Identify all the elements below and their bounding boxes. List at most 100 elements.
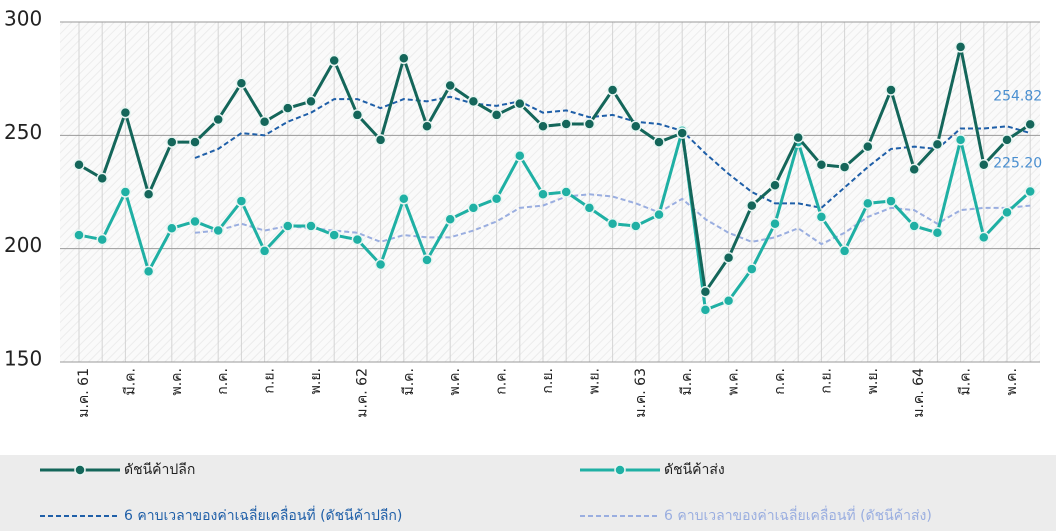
data-point xyxy=(212,224,224,237)
data-point xyxy=(351,233,364,246)
data-point xyxy=(699,285,712,298)
data-point xyxy=(931,227,944,239)
data-point xyxy=(699,304,712,316)
data-point xyxy=(1024,118,1036,131)
data-point xyxy=(490,193,503,205)
series-line xyxy=(194,193,1031,246)
data-point xyxy=(189,215,201,228)
x-tick-label: พ.ย. xyxy=(308,368,324,394)
data-point xyxy=(722,295,735,307)
x-tick-label: พ.ค. xyxy=(447,368,463,396)
data-point xyxy=(328,54,340,67)
data-point xyxy=(583,118,596,130)
legend-label: ดัชนีค้าส่ง xyxy=(664,462,725,478)
legend-marker xyxy=(614,464,626,476)
data-point xyxy=(421,120,433,133)
data-point xyxy=(746,263,758,275)
data-point xyxy=(908,163,920,176)
data-point xyxy=(931,138,944,151)
data-point xyxy=(722,251,735,264)
y-tick-label: 250 xyxy=(4,120,42,144)
plot-area xyxy=(60,22,1040,362)
data-point xyxy=(885,195,897,207)
data-point xyxy=(96,233,108,246)
data-point xyxy=(514,97,526,110)
x-tick-label: พ.ค. xyxy=(1004,368,1020,396)
data-point xyxy=(862,197,874,210)
data-point xyxy=(282,102,294,114)
x-tick-label: มี.ค. xyxy=(958,368,974,396)
data-point xyxy=(444,79,456,92)
x-tick-label: ก.ย. xyxy=(818,368,834,394)
data-point xyxy=(282,220,294,232)
data-point xyxy=(815,211,828,223)
legend-band xyxy=(0,455,1056,531)
data-point xyxy=(73,159,85,171)
data-label: 254.82 xyxy=(993,88,1042,104)
data-point xyxy=(978,159,990,171)
data-point xyxy=(490,109,503,121)
x-tick-label: ม.ค. 63 xyxy=(633,368,649,418)
x-tick-label: พ.ย. xyxy=(865,368,881,394)
x-tick-label: ม.ค. 62 xyxy=(354,368,370,418)
x-tick-label: ก.ย. xyxy=(262,368,278,394)
data-point xyxy=(537,120,549,133)
x-tick-label: พ.ค. xyxy=(726,368,742,396)
data-point xyxy=(560,118,572,130)
x-tick-label: พ.ค. xyxy=(169,368,185,396)
data-point xyxy=(73,229,85,241)
x-tick-label: ก.ย. xyxy=(540,368,556,394)
x-tick-label: ก.ค. xyxy=(215,368,231,395)
data-point xyxy=(166,222,178,235)
data-point xyxy=(954,134,967,146)
data-point xyxy=(653,136,665,148)
data-point xyxy=(374,134,387,146)
data-point xyxy=(119,186,132,198)
data-point xyxy=(235,77,248,89)
data-point xyxy=(1001,206,1013,219)
y-tick-label: 300 xyxy=(4,7,42,31)
data-point xyxy=(467,202,480,214)
data-point xyxy=(235,195,248,207)
data-point xyxy=(328,229,340,241)
data-point xyxy=(351,109,364,121)
data-point xyxy=(908,220,920,232)
data-point xyxy=(537,188,549,201)
series-line xyxy=(194,95,1031,209)
data-point xyxy=(398,52,410,65)
data-point xyxy=(1024,185,1036,198)
data-point xyxy=(258,115,271,128)
x-tick-label: ก.ค. xyxy=(772,368,788,395)
data-point xyxy=(606,84,619,96)
data-point xyxy=(142,265,155,278)
data-point xyxy=(1001,134,1013,146)
legend-label: 6 คาบเวลาของค่าเฉลี่ยเคลื่อนที่ (ดัชนีค้… xyxy=(664,506,932,524)
data-point xyxy=(653,208,665,221)
data-point xyxy=(838,161,851,173)
x-tick-label: ก.ค. xyxy=(494,368,510,395)
data-point xyxy=(560,186,572,198)
x-tick-label: มี.ค. xyxy=(122,368,138,396)
data-point xyxy=(583,202,596,214)
data-point xyxy=(467,95,480,108)
data-point xyxy=(421,254,433,266)
x-tick-label: มี.ค. xyxy=(679,368,695,396)
data-point xyxy=(258,245,271,257)
data-point xyxy=(792,131,804,144)
data-point xyxy=(119,106,132,119)
data-point xyxy=(606,217,619,230)
data-point xyxy=(769,217,781,230)
legend-marker xyxy=(74,464,86,476)
data-point xyxy=(398,193,410,205)
data-point xyxy=(96,172,108,185)
data-point xyxy=(305,220,317,232)
series-line xyxy=(78,46,1032,296)
data-point xyxy=(815,159,828,171)
legend-label: 6 คาบเวลาของค่าเฉลี่ยเคลื่อนที่ (ดัชนีค้… xyxy=(124,506,402,524)
data-point xyxy=(838,245,851,257)
data-point xyxy=(166,136,178,148)
x-tick-label: ม.ค. 64 xyxy=(911,368,927,418)
legend-label: ดัชนีค้าปลีก xyxy=(124,462,195,478)
data-point xyxy=(746,199,758,212)
